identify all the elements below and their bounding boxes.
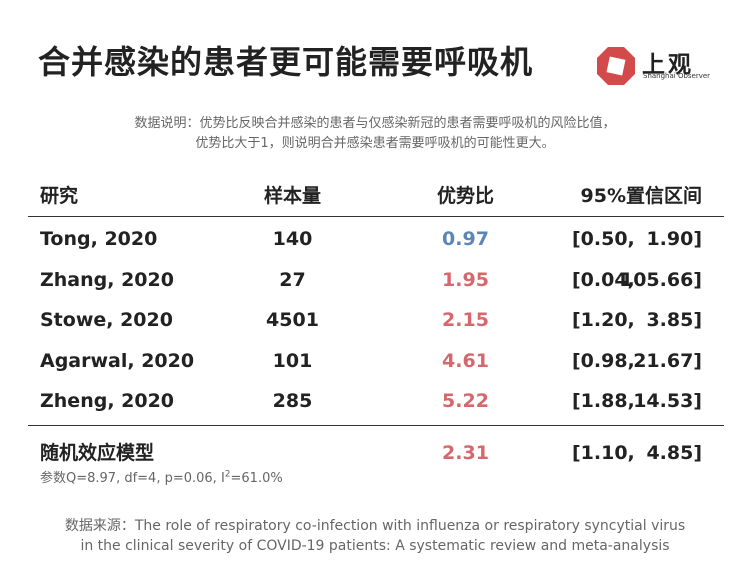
logo-subtitle: Shanghai Observer — [643, 72, 711, 80]
source-line-2: in the clinical severity of COVID-19 pat… — [80, 538, 670, 554]
data-note-line-2: 优势比大于1，则说明合并感染患者需要呼吸机的可能性更大。 — [195, 136, 555, 151]
ci-high: 105.66] — [619, 269, 702, 291]
ci-high: 3.85] — [646, 309, 702, 331]
model-statistics: 参数Q=8.97, df=4, p=0.06, I2=61.0% — [40, 467, 283, 486]
octagon-square-logo-icon — [597, 47, 635, 85]
ci-high: 14.53] — [633, 390, 702, 412]
odds-ratio: 4.61 — [442, 350, 489, 372]
header-rule — [28, 216, 724, 217]
data-note-line-1: 数据说明：优势比反映合并感染的患者与仅感染新冠的患者需要呼吸机的风险比值， — [134, 116, 616, 131]
odds-ratio: 0.97 — [442, 228, 489, 250]
ci-low: [1.88, — [572, 390, 635, 412]
logo: 上观 Shanghai Observer — [596, 46, 710, 86]
summary-ci-low: [1.10, — [572, 442, 635, 464]
column-header-sample-size: 样本量 — [263, 185, 321, 207]
sample-size: 4501 — [266, 309, 319, 331]
summary-rule — [28, 425, 724, 426]
study-name: Tong, 2020 — [40, 228, 158, 250]
column-header-confidence-interval: 95%置信区间 — [580, 185, 702, 207]
summary-odds-ratio: 2.31 — [442, 442, 489, 464]
odds-ratio: 1.95 — [442, 269, 489, 291]
summary-label: 随机效应模型 — [40, 442, 155, 464]
ci-low: [0.98, — [572, 350, 635, 372]
column-header-study: 研究 — [40, 185, 79, 207]
page-title: 合并感染的患者更可能需要呼吸机 — [38, 43, 534, 81]
ci-low: [0.50, — [572, 228, 635, 250]
odds-ratio: 5.22 — [442, 390, 489, 412]
ci-low: [1.20, — [572, 309, 635, 331]
ci-high: 1.90] — [646, 228, 702, 250]
study-name: Zheng, 2020 — [40, 390, 175, 412]
logo-name: 上观 — [642, 52, 694, 78]
sample-size: 140 — [272, 228, 313, 250]
study-name: Zhang, 2020 — [40, 269, 174, 291]
column-header-odds-ratio: 优势比 — [436, 185, 494, 207]
study-name: Agarwal, 2020 — [40, 350, 195, 372]
ci-high: 21.67] — [633, 350, 702, 372]
sample-size: 285 — [272, 390, 313, 412]
stats-superscript: 2 — [224, 469, 231, 480]
summary-ci-high: 4.85] — [646, 442, 702, 464]
sample-size: 101 — [272, 350, 313, 372]
ci-low: [0.04, — [572, 269, 635, 291]
odds-ratio: 2.15 — [442, 309, 489, 331]
stats-prefix: 参数Q=8.97, df=4, p=0.06, I — [40, 471, 225, 486]
source-line-1: 数据来源：The role of respiratory co-infectio… — [64, 518, 686, 534]
study-name: Stowe, 2020 — [40, 309, 173, 331]
stats-suffix: =61.0% — [230, 471, 283, 486]
sample-size: 27 — [279, 269, 306, 291]
